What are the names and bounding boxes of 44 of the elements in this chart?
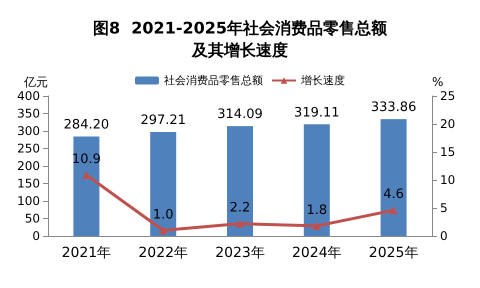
data-label: 1.8 [306,202,328,218]
bar [304,124,330,236]
y-axis-title: 亿元 [23,75,48,89]
point [390,206,398,214]
y-tick-label: 150 [17,176,40,190]
y2-axis-title: % [432,75,444,89]
x-tick-label: 2024年 [292,245,342,261]
data-label: 4.6 [383,187,404,202]
y-tick-label: 50 [24,212,40,226]
data-label: 333.86 [370,100,416,116]
data-label: 2.2 [230,200,250,216]
legend-label: 增长速度 [300,74,345,87]
legend-label: 社会消费品零售总额 [164,74,263,87]
bar [150,132,176,236]
y-tick-label: 300 [17,124,40,138]
point [159,226,168,234]
data-label: 319.11 [294,105,340,120]
y-tick-label: 400 [17,89,40,103]
y-tick-label: 0 [32,229,40,243]
y2-tick-label: 15 [440,145,456,159]
y2-tick-label: 5 [440,201,448,215]
x-tick-label: 2021年 [62,245,112,261]
point [82,170,90,179]
chart-title: 图8 2021-2025年社会消费品零售总额及其增长速度 [93,18,388,60]
point [312,222,321,230]
bar [227,126,253,236]
x-tick-label: 2023年 [215,245,265,261]
data-label: 297.21 [140,112,186,128]
y-tick-label: 350 [17,106,40,120]
x-tick-label: 2025年 [368,245,418,261]
data-label: 1.0 [152,207,174,222]
bar [380,119,407,236]
y2-tick-label: 0 [440,229,448,243]
y-tick-label: 200 [17,159,40,173]
data-label: 314.09 [217,107,263,122]
data-label: 284.20 [64,118,110,133]
y2-tick-label: 10 [440,173,456,187]
point [236,220,244,228]
y2-tick-label: 20 [440,117,456,131]
y-tick-label: 100 [17,194,40,208]
x-tick-label: 2022年 [138,245,188,261]
y-tick-label: 250 [17,142,40,156]
y2-tick-label: 25 [440,89,456,103]
bar [73,136,100,236]
